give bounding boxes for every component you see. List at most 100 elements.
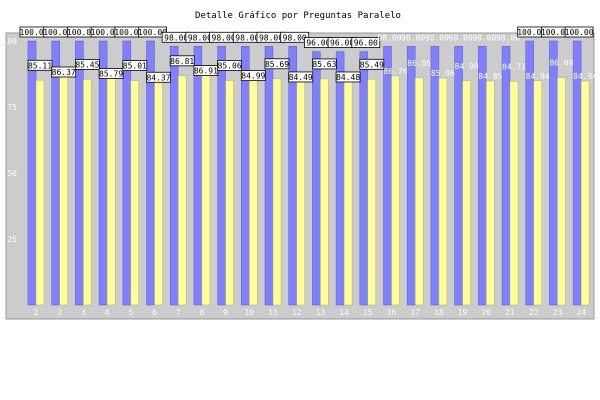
value-label-box [264,58,290,70]
value-label-series2: 84.90 [455,62,479,71]
value-label-series2: 84.48 [336,73,360,82]
bar-series2 [438,77,448,306]
bar-series1 [312,51,321,306]
x-tick-label: 6 [152,308,157,317]
x-tick-label: 16 [387,308,397,317]
bar-series2 [106,78,116,306]
value-label-series1: 100.00 [43,28,72,37]
value-label-series2: 85.69 [265,60,289,69]
bar-series2 [320,78,329,306]
bar-series2 [296,81,305,306]
bars-group [27,40,590,306]
bar-series2 [557,77,566,306]
value-label-series2: 84.94 [526,72,550,81]
value-label-series1: 98.00 [377,33,401,42]
bar-series1 [335,51,345,306]
bar-series1 [169,46,179,306]
value-label-series1: 96.00 [306,39,330,48]
bar-series1 [288,46,297,306]
value-label-series2: 85.11 [28,61,52,70]
value-label-series1: 96.00 [354,39,378,48]
value-label-series2: 84.71 [502,62,526,71]
bar-series2 [533,80,542,306]
bar-series2 [509,81,519,306]
bar-series2 [177,75,187,306]
bar-series2 [272,78,282,306]
bar-series1 [478,46,487,306]
value-label-series1: 100.00 [138,28,167,37]
bar-series1 [241,46,250,306]
value-label-series1: 98.00 [164,33,188,42]
bar-series1 [217,46,226,306]
x-tick-label: 21 [505,308,515,317]
value-label-series1: 100.00 [517,28,546,37]
bar-series2 [367,79,377,306]
value-label-series1: 98.00 [259,33,283,42]
x-tick-label: 13 [316,308,326,317]
labels-group: 100.00 85.11 100.00 86.37 100.00 85.45 100.00 8… [20,26,597,83]
value-label-series1: 98.00 [425,33,449,42]
bar-series2 [580,80,590,306]
bar-series2 [462,80,471,306]
value-label-series1: 98.00 [235,33,259,42]
bar-series2 [414,77,424,306]
bar-series1 [75,40,84,306]
value-label-series2: 85.96 [431,69,455,78]
value-label-series1: 98.00 [496,33,520,42]
bar-series1 [122,40,132,306]
bar-series2 [83,79,92,306]
x-tick-label: 9 [223,308,228,317]
y-tick-label: 25 [7,235,17,244]
value-label-series2: 84.85 [478,72,502,81]
y-tick-label: 100 [3,37,18,46]
x-tick-label: 12 [292,308,302,317]
value-label-series1: 100.00 [91,28,120,37]
bar-series1 [501,46,511,306]
x-tick-label: 11 [268,308,278,317]
value-label-series2: 86.81 [170,57,194,66]
x-tick-label: 19 [458,308,468,317]
bar-series1 [359,51,369,306]
value-label-series2: 84.49 [289,73,313,82]
value-label-series2: 85.49 [360,60,384,69]
x-tick-label: 18 [434,308,444,317]
x-tick-label: 2 [57,308,62,317]
value-label-box [311,58,337,70]
x-tick-label: 24 [576,308,586,317]
value-label-series2: 84.84 [573,72,597,81]
x-tick-label: 4 [105,308,110,317]
value-label-box [51,66,77,78]
value-label-series1: 100.00 [565,28,594,37]
bar-series2 [154,82,163,306]
bar-series1 [51,40,60,306]
x-tick-label: 23 [553,308,563,317]
value-label-series1: 100.00 [67,28,96,37]
bar-series1 [549,40,558,306]
y-tick-label: 50 [7,169,17,178]
y-tick-label: 75 [7,103,17,112]
value-label-series1: 98.00 [212,33,236,42]
value-label-series2: 85.06 [218,61,242,70]
x-tick-label: 15 [363,308,373,317]
x-tick-label: 20 [481,308,491,317]
value-label-box [75,59,100,70]
bar-series2 [201,75,211,306]
x-tick-label: 22 [529,308,539,317]
value-label-box [146,71,171,83]
value-label-series2: 86.76 [383,67,407,76]
bar-series1 [193,46,203,306]
bar-series1 [406,46,416,306]
value-label-series1: 100.00 [20,28,49,37]
value-label-box [122,60,148,71]
value-label-series2: 86.91 [194,67,218,76]
value-label-box [335,71,361,83]
value-label-series2: 84.99 [241,72,265,81]
value-label-box [351,37,381,48]
value-label-series2: 85.63 [312,60,336,69]
chart-title: Detalle Gráfico por Preguntas Paralelo [195,11,401,21]
value-label-series1: 98.00 [449,33,473,42]
value-label-box [359,58,385,70]
x-tick-label: 5 [128,308,133,317]
